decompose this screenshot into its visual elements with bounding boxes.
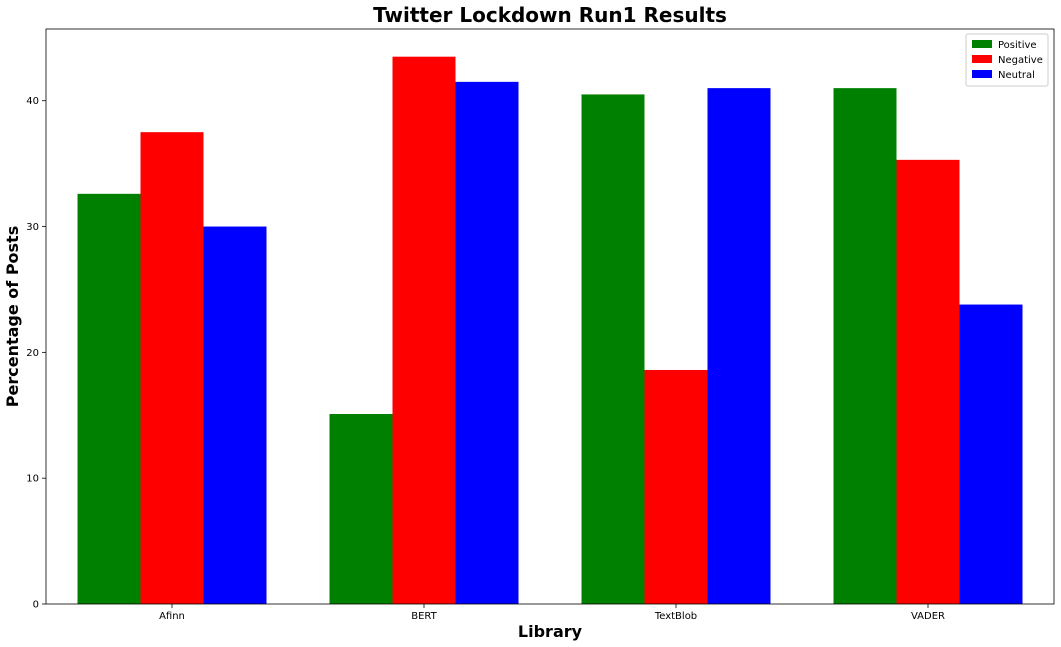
bar-negative-afinn — [140, 132, 204, 605]
y-tick-label: 0 — [33, 600, 39, 611]
bar-negative-textblob — [644, 369, 708, 604]
x-axis-ticks: Afinn BERT TextBlob VADER — [159, 604, 945, 622]
y-tick-label: 20 — [26, 348, 39, 359]
legend-label-negative: Negative — [998, 55, 1043, 66]
y-axis-ticks: 0 10 20 30 40 — [26, 96, 46, 611]
bars-group — [77, 56, 1023, 605]
y-tick-label: 40 — [26, 96, 39, 107]
x-tick-label: TextBlob — [654, 611, 697, 622]
bar-neutral-textblob — [707, 88, 771, 604]
legend: Positive Negative Neutral — [965, 33, 1049, 87]
bar-positive-afinn — [77, 193, 141, 604]
bar-neutral-bert — [455, 81, 519, 604]
x-tick-label: Afinn — [159, 611, 185, 622]
bar-positive-vader — [833, 88, 897, 604]
y-tick-label: 30 — [26, 222, 39, 233]
y-tick-label: 10 — [26, 474, 39, 485]
legend-label-positive: Positive — [998, 40, 1037, 51]
legend-label-neutral: Neutral — [998, 70, 1035, 81]
x-tick-label: BERT — [411, 611, 437, 622]
bar-neutral-vader — [959, 304, 1023, 604]
chart-title: Twitter Lockdown Run1 Results — [373, 3, 727, 27]
y-axis-label: Percentage of Posts — [3, 226, 22, 407]
bar-negative-vader — [896, 159, 960, 604]
legend-swatch-neutral — [972, 70, 992, 78]
bar-neutral-afinn — [203, 226, 267, 604]
axes-frame — [45, 28, 1055, 605]
legend-swatch-positive — [972, 40, 992, 48]
x-axis-label: Library — [518, 622, 583, 641]
bar-positive-textblob — [581, 94, 645, 604]
bar-negative-bert — [392, 56, 456, 604]
legend-swatch-negative — [972, 55, 992, 63]
x-tick-label: VADER — [911, 611, 945, 622]
bar-positive-bert — [329, 414, 393, 604]
